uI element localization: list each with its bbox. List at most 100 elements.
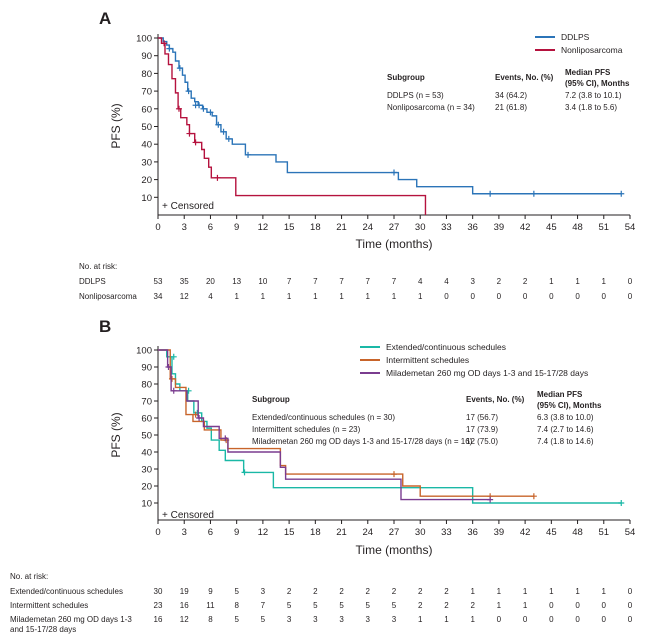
panel-a-table-header-events: Events, No. (%) <box>495 73 554 82</box>
panel-a-x-tick-label: 21 <box>336 222 347 233</box>
panel-b-x-tick-label: 54 <box>625 527 636 538</box>
panel-b-x-tick-label: 9 <box>234 527 239 538</box>
panel-b-table-median-1: 6.3 (3.8 to 10.0) <box>537 413 594 422</box>
panel-b-x-tick-label: 6 <box>208 527 213 538</box>
panel-a-at-risk-value-1: 0 <box>628 277 633 286</box>
panel-b-at-risk-value-1: 3 <box>261 587 266 596</box>
panel-a-y-tick-label: 60 <box>141 104 152 115</box>
panel-a-censor-mark-1 <box>245 151 252 158</box>
panel-b-series-line-2 <box>158 349 534 497</box>
panel-b-x-tick-label: 21 <box>336 527 347 538</box>
panel-b-y-tick-label: 50 <box>141 431 152 442</box>
panel-a-censor-mark-1 <box>185 88 192 95</box>
panel-b-letter: B <box>99 317 111 336</box>
panel-b-at-risk-value-3: 3 <box>366 615 371 624</box>
panel-b-table-header-median-1: Median PFS <box>537 390 583 399</box>
panel-a-x-tick-label: 12 <box>258 222 269 233</box>
panel-a-table-events-1: 34 (64.2) <box>495 91 527 100</box>
panel-b-at-risk-value-2: 5 <box>313 601 318 610</box>
panel-b-at-risk-value-1: 0 <box>628 587 633 596</box>
panel-b-x-tick-label: 45 <box>546 527 557 538</box>
panel-b-table-events-3: 12 (75.0) <box>466 437 498 446</box>
panel-b-at-risk-label-3: Milademetan 260 mg OD days 1-3 <box>10 615 132 624</box>
panel-b-at-risk-value-3: 0 <box>628 615 633 624</box>
panel-a-legend-label-2: Nonliposarcoma <box>561 45 623 55</box>
panel-b-y-tick-label: 70 <box>141 397 152 408</box>
panel-a-x-tick-label: 3 <box>182 222 187 233</box>
panel-a-at-risk-value-1: 7 <box>366 277 371 286</box>
panel-b-legend-label-1: Extended/continuous schedules <box>386 342 506 352</box>
panel-a-at-risk-label-1: DDLPS <box>79 277 106 286</box>
panel-a-censor-mark-1 <box>176 65 183 72</box>
panel-a-at-risk-value-1: 4 <box>418 277 423 286</box>
panel-b-at-risk-label-3-line2: and 15-17/28 days <box>10 625 76 634</box>
panel-a-censor-mark-1 <box>618 190 625 197</box>
panel-b-x-tick-label: 27 <box>389 527 400 538</box>
panel-b-x-tick-label: 30 <box>415 527 426 538</box>
panel-a-y-tick-label: 50 <box>141 122 152 133</box>
panel-a-censor-mark-2 <box>192 139 199 146</box>
panel-a-at-risk-value-1: 35 <box>180 277 189 286</box>
panel-a-censor-mark-1 <box>225 135 232 142</box>
panel-b-censor-mark-3 <box>170 387 177 394</box>
panel-a-x-tick-label: 39 <box>494 222 505 233</box>
panel-b-legend-label-3: Milademetan 260 mg OD days 1-3 and 15-17… <box>386 368 588 378</box>
panel-a-at-risk-value-1: 13 <box>232 277 241 286</box>
panel-b-at-risk-value-3: 12 <box>180 615 189 624</box>
panel-b-at-risk-value-2: 5 <box>366 601 371 610</box>
panel-a-x-tick-label: 36 <box>467 222 478 233</box>
panel-a-at-risk-value-1: 7 <box>392 277 397 286</box>
panel-a-censor-mark-1 <box>196 102 203 109</box>
panel-a-at-risk-value-2: 12 <box>180 292 189 301</box>
panel-b-y-tick-label: 20 <box>141 482 152 493</box>
panel-a-x-tick-label: 51 <box>598 222 609 233</box>
panel-b-at-risk-value-2: 23 <box>154 601 163 610</box>
panel-a-series-line-2 <box>158 37 427 215</box>
panel-b-table-header-subgroup: Subgroup <box>252 395 290 404</box>
panel-a-y-tick-label: 90 <box>141 51 152 62</box>
panel-b-table-subgroup-1: Extended/continuous schedules (n = 30) <box>252 413 395 422</box>
panel-a-x-tick-label: 54 <box>625 222 636 233</box>
panel-b-at-risk-label-1: Extended/continuous schedules <box>10 587 123 596</box>
panel-b-at-risk-value-3: 0 <box>497 615 502 624</box>
panel-a-at-risk-value-2: 1 <box>313 292 318 301</box>
panel-a-at-risk-value-2: 0 <box>523 292 528 301</box>
panel-a-y-tick-label: 70 <box>141 87 152 98</box>
panel-a-at-risk-value-1: 1 <box>549 277 554 286</box>
panel-a-x-tick-label: 48 <box>572 222 583 233</box>
panel-b-y-axis-title: PFS (%) <box>109 412 123 457</box>
panel-b-censor-mark-2 <box>530 493 537 500</box>
panel-b-censor-mark-3 <box>196 415 203 421</box>
panel-a-at-risk-value-2: 0 <box>602 292 607 301</box>
panel-b-at-risk-value-3: 3 <box>287 615 292 624</box>
panel-b-at-risk-value-3: 0 <box>602 615 607 624</box>
panel-a-x-tick-label: 27 <box>389 222 400 233</box>
panel-b-at-risk-value-2: 8 <box>234 601 239 610</box>
panel-b-at-risk-value-1: 2 <box>287 587 292 596</box>
panel-a-at-risk-value-2: 1 <box>366 292 371 301</box>
panel-a-series-line-1 <box>158 37 622 195</box>
panel-b-at-risk-value-1: 1 <box>497 587 502 596</box>
panel-b-at-risk-value-1: 9 <box>208 587 213 596</box>
panel-a-table-events-2: 21 (61.8) <box>495 103 527 112</box>
panel-a-at-risk-title: No. at risk: <box>79 262 117 271</box>
panel-b-at-risk-value-2: 1 <box>497 601 502 610</box>
panel-a-x-tick-label: 9 <box>234 222 239 233</box>
panel-b-at-risk-value-2: 7 <box>261 601 266 610</box>
panel-b-x-tick-label: 51 <box>598 527 609 538</box>
panel-a-legend-label-1: DDLPS <box>561 32 590 42</box>
panel-a-table-subgroup-1: DDLPS (n = 53) <box>387 91 444 100</box>
panel-a-at-risk-value-1: 10 <box>258 277 267 286</box>
panel-b-censor-mark-3 <box>165 364 172 370</box>
panel-b-x-tick-label: 48 <box>572 527 583 538</box>
panel-b-x-tick-label: 36 <box>467 527 478 538</box>
panel-b-table-header-median-2: (95% CI), Months <box>537 401 602 410</box>
panel-b-at-risk-value-2: 5 <box>287 601 292 610</box>
panel-b-at-risk-value-1: 1 <box>549 587 554 596</box>
panel-b-at-risk-value-2: 16 <box>180 601 189 610</box>
panel-b-y-tick-label: 60 <box>141 414 152 425</box>
panel-a-x-tick-label: 15 <box>284 222 295 233</box>
panel-a-at-risk-label-2: Nonliposarcoma <box>79 292 137 301</box>
panel-a-at-risk-value-2: 1 <box>234 292 239 301</box>
panel-b-legend-label-2: Intermittent schedules <box>386 355 469 365</box>
